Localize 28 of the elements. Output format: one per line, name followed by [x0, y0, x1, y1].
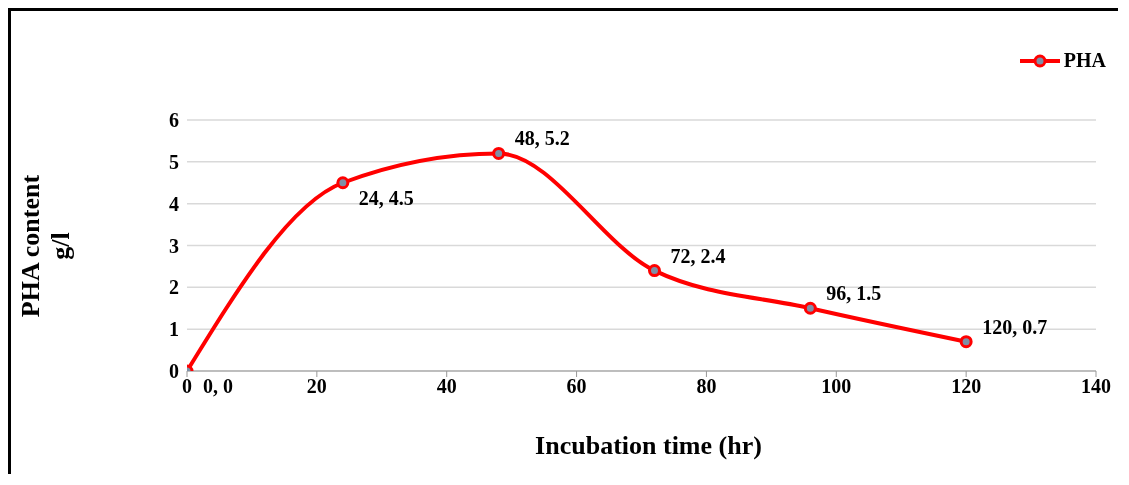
- data-label: 96, 1.5: [826, 282, 882, 305]
- x-tick-label: 100: [821, 375, 852, 398]
- point: [803, 301, 817, 315]
- legend-label: PHA: [1062, 49, 1106, 72]
- point: [647, 264, 661, 278]
- data-label: 0, 0: [203, 375, 233, 397]
- data-label: 120, 0.7: [982, 315, 1048, 338]
- y-tick-label: 0: [169, 360, 179, 383]
- x-tick-label: 20: [306, 375, 327, 398]
- y-tick-label: 1: [169, 318, 179, 341]
- y-tick-label: 2: [169, 276, 179, 299]
- point: [959, 335, 973, 349]
- y-tick-label: 4: [169, 192, 179, 215]
- point: [492, 146, 506, 160]
- x-tick-label: 60: [566, 375, 587, 398]
- y-axis-title: PHA content g/l: [16, 173, 76, 320]
- data-label: 72, 2.4: [670, 244, 726, 267]
- y-tick-label: 5: [169, 150, 179, 173]
- data-label: 24, 4.5: [358, 186, 414, 209]
- x-tick-label: 120: [951, 375, 982, 398]
- x-tick-label: 140: [1081, 375, 1111, 398]
- x-axis-title: Incubation time (hr): [534, 431, 763, 461]
- data-label: 48, 5.2: [514, 127, 570, 150]
- x-tick-label: 80: [696, 375, 717, 398]
- y-tick-label: 3: [169, 234, 179, 257]
- point: [336, 176, 350, 190]
- x-tick-label: 40: [436, 375, 457, 398]
- y-tick-label: 6: [169, 109, 179, 132]
